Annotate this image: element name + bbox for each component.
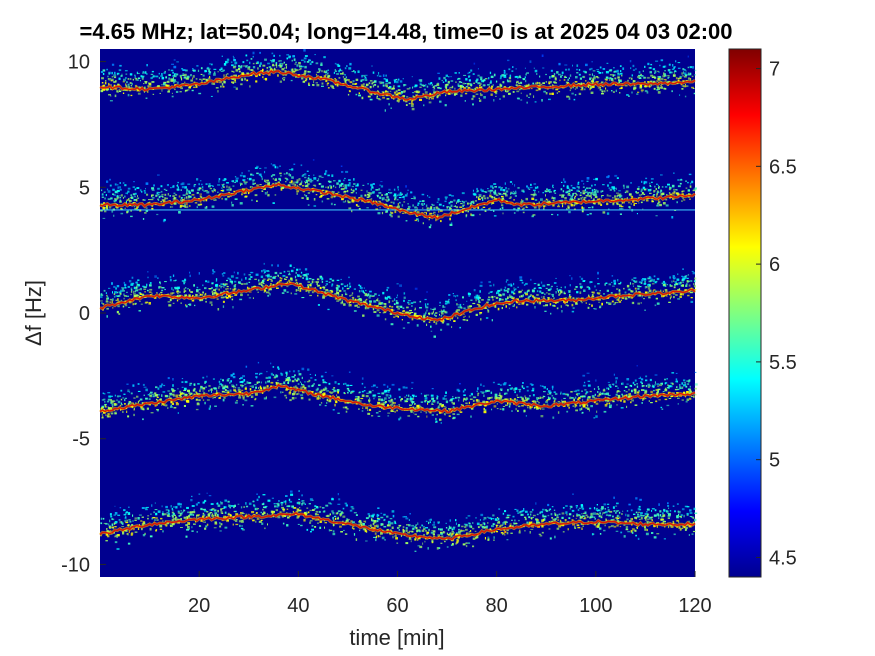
x-axis-label: time [min] [349, 625, 444, 650]
y-tick-label: 0 [79, 303, 90, 325]
colorbar-tick-label: 4.5 [769, 547, 797, 569]
x-tick-label: 40 [287, 595, 309, 617]
trace-line-5 [99, 512, 696, 541]
heat-layer [99, 49, 698, 552]
x-tick-label: 60 [386, 595, 408, 617]
trace-line-4 [99, 383, 696, 413]
x-tick-label: 120 [678, 595, 711, 617]
y-axis-ticks: 10 5 0 -5 -10 [61, 52, 90, 577]
y-axis-label: Δf [Hz] [21, 280, 46, 346]
y-tick-label: 5 [79, 177, 90, 199]
trace-line-1 [99, 69, 696, 101]
x-tick-label: 80 [486, 595, 508, 617]
trace-cloud-5 [100, 490, 698, 552]
y-tick-label: -5 [72, 429, 90, 451]
x-tick-label: 20 [188, 595, 210, 617]
x-tick-label: 100 [579, 595, 612, 617]
colorbar-tick-label: 6.5 [769, 156, 797, 178]
trace-line-2 [99, 182, 696, 220]
trace-cloud-2 [100, 159, 697, 229]
trace-line-3 [99, 282, 696, 322]
colorbar [728, 48, 762, 578]
colorbar-tick-label: 6 [769, 254, 780, 276]
x-axis-ticks: 20 40 60 80 100 120 [188, 595, 712, 617]
y-tick-label: 10 [68, 52, 90, 74]
colorbar-ticks: 4.5 5 5.5 6 6.5 7 [756, 59, 797, 569]
chart-title: =4.65 MHz; lat=50.04; long=14.48, time=0… [79, 19, 732, 44]
axes-frame [100, 61, 696, 577]
colorbar-tick-label: 7 [769, 59, 780, 81]
y-tick-label: -10 [61, 554, 90, 576]
colorbar-tick-label: 5 [769, 450, 780, 472]
colorbar-tick-label: 5.5 [769, 352, 797, 374]
